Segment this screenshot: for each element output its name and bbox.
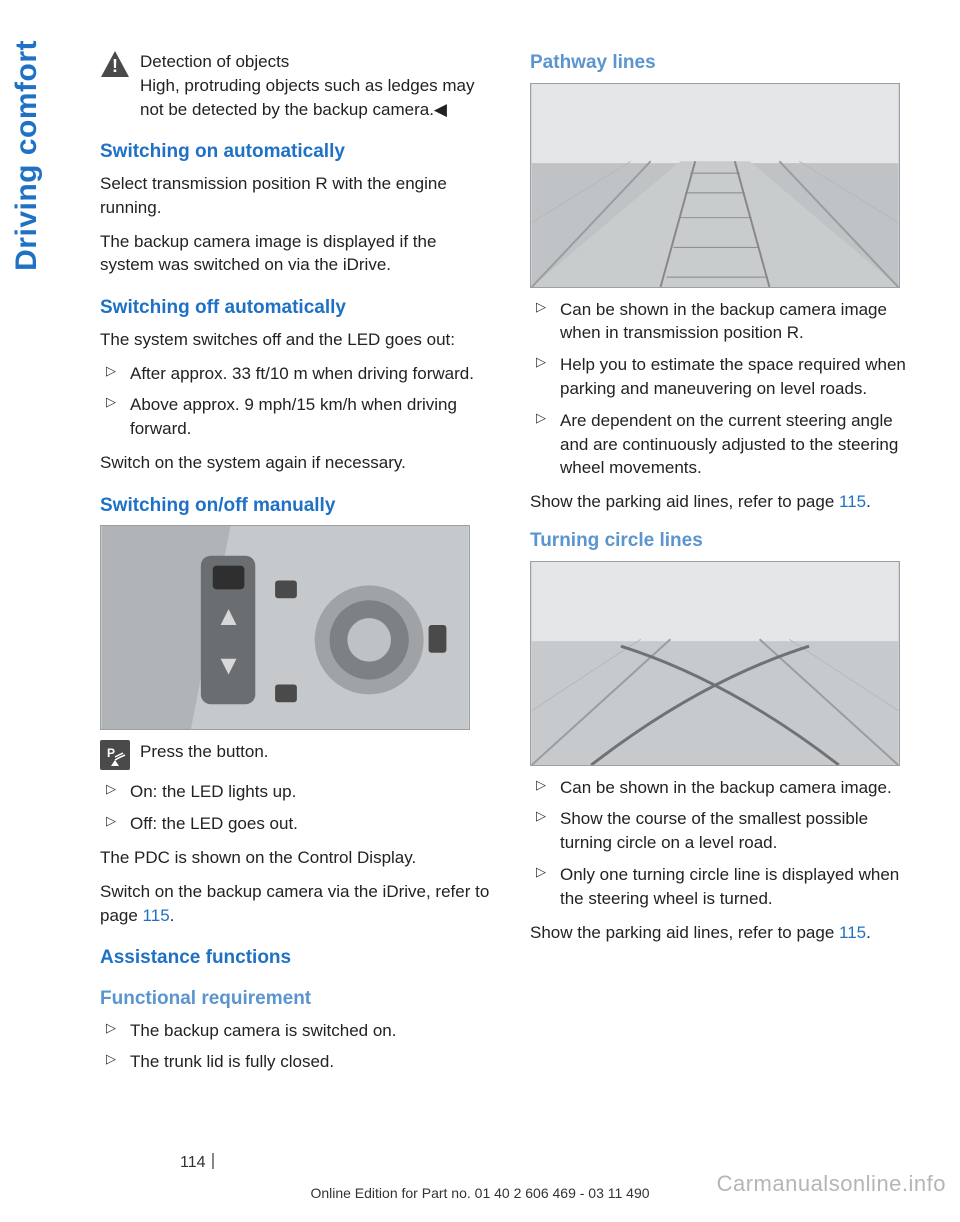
heading-switch-manual: Switching on/off manually	[100, 493, 490, 520]
subheading-pathway-lines: Pathway lines	[530, 50, 920, 77]
text: Show the parking aid lines, refer to pag…	[530, 923, 839, 942]
warning-body: High, protruding objects such as ledges …	[140, 76, 475, 119]
paragraph: The backup camera image is displayed if …	[100, 230, 490, 278]
paragraph: The PDC is shown on the Control Display.	[100, 846, 490, 870]
text: .	[866, 923, 871, 942]
list-item: Only one turning circle line is displaye…	[530, 863, 920, 911]
subheading-turning-circle: Turning circle lines	[530, 528, 920, 555]
list-item: The backup camera is switched on.	[100, 1019, 490, 1043]
left-column: ! Detection of objects High, protruding …	[100, 50, 490, 1084]
svg-text:!: !	[112, 56, 118, 76]
bullet-list: Can be shown in the backup camera image.…	[530, 776, 920, 911]
park-assist-icon: P	[100, 740, 130, 770]
press-button-text: Press the button.	[140, 740, 269, 764]
list-item: After approx. 33 ft/10 m when driving fo…	[100, 362, 490, 386]
list-item: Are dependent on the current steering an…	[530, 409, 920, 480]
right-column: Pathway lines Can be	[530, 50, 920, 1084]
bullet-list: Can be shown in the backup camera image …	[530, 298, 920, 481]
paragraph: Switch on the system again if necessary.	[100, 451, 490, 475]
list-item: Off: the LED goes out.	[100, 812, 490, 836]
press-button-row: P Press the button.	[100, 740, 490, 770]
heading-switch-off-auto: Switching off automatically	[100, 295, 490, 322]
figure-turning-circle	[530, 561, 900, 766]
figure-pathway-lines	[530, 83, 900, 288]
heading-assistance: Assistance functions	[100, 945, 490, 972]
warning-icon: !	[100, 50, 130, 85]
heading-switch-on-auto: Switching on automatically	[100, 139, 490, 166]
list-item: On: the LED lights up.	[100, 780, 490, 804]
list-item: Can be shown in the backup camera image …	[530, 298, 920, 346]
warning-text: Detection of objects High, protruding ob…	[140, 50, 490, 121]
paragraph: Show the parking aid lines, refer to pag…	[530, 490, 920, 514]
subheading-functional-req: Functional requirement	[100, 986, 490, 1013]
list-item: Can be shown in the backup camera image.	[530, 776, 920, 800]
bullet-list: After approx. 33 ft/10 m when driving fo…	[100, 362, 490, 441]
bullet-list: On: the LED lights up. Off: the LED goes…	[100, 780, 490, 836]
paragraph: The system switches off and the LED goes…	[100, 328, 490, 352]
paragraph: Switch on the backup camera via the iDri…	[100, 880, 490, 928]
paragraph: Show the parking aid lines, refer to pag…	[530, 921, 920, 945]
text: .	[866, 492, 871, 511]
figure-idrive-controller	[100, 525, 470, 730]
page-link-115[interactable]: 115	[143, 906, 170, 925]
warning-title: Detection of objects	[140, 52, 289, 71]
text: Show the parking aid lines, refer to pag…	[530, 492, 839, 511]
svg-text:P: P	[107, 746, 115, 760]
page-number: 114	[180, 1152, 214, 1174]
list-item: The trunk lid is fully closed.	[100, 1050, 490, 1074]
list-item: Help you to estimate the space required …	[530, 353, 920, 401]
text: .	[170, 906, 175, 925]
list-item: Above approx. 9 mph/15 km/h when driving…	[100, 393, 490, 441]
page-content: ! Detection of objects High, protruding …	[100, 50, 920, 1084]
watermark: Carmanualsonline.info	[717, 1169, 946, 1200]
paragraph: Select transmission position R with the …	[100, 172, 490, 220]
bullet-list: The backup camera is switched on. The tr…	[100, 1019, 490, 1075]
list-item: Show the course of the smallest possible…	[530, 807, 920, 855]
warning-block: ! Detection of objects High, protruding …	[100, 50, 490, 121]
side-tab-label: Driving comfort	[6, 40, 48, 271]
page-link-115[interactable]: 115	[839, 923, 866, 942]
page-link-115[interactable]: 115	[839, 492, 866, 511]
